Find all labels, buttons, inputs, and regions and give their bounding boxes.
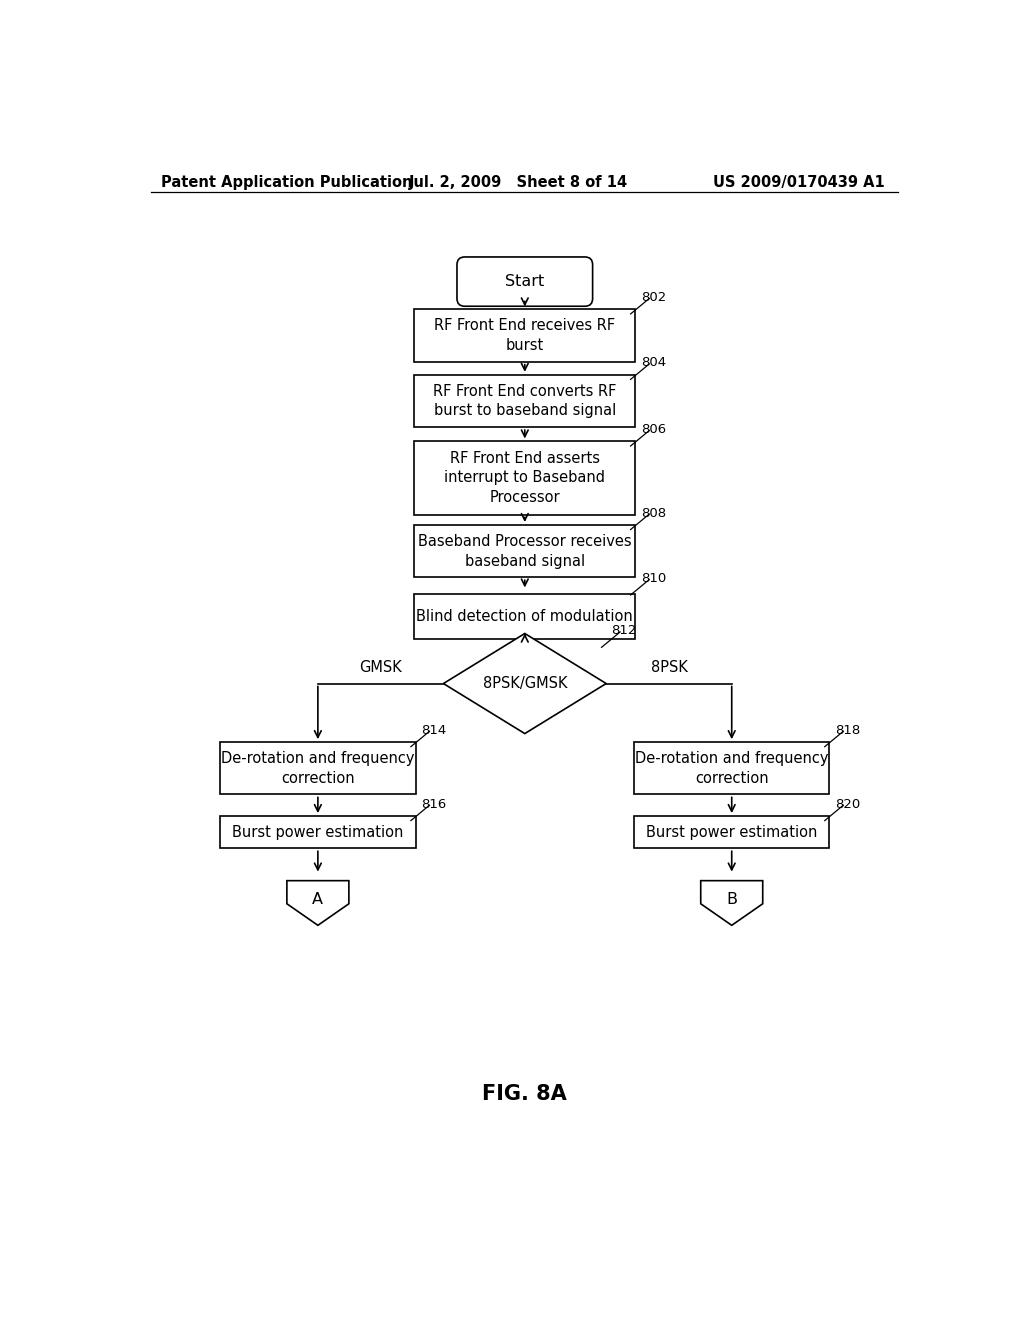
Text: GMSK: GMSK bbox=[359, 660, 402, 675]
Text: FIG. 8A: FIG. 8A bbox=[482, 1084, 567, 1104]
Text: Burst power estimation: Burst power estimation bbox=[646, 825, 817, 840]
Text: De-rotation and frequency
correction: De-rotation and frequency correction bbox=[635, 751, 828, 785]
Text: De-rotation and frequency
correction: De-rotation and frequency correction bbox=[221, 751, 415, 785]
Text: Blind detection of modulation: Blind detection of modulation bbox=[417, 609, 633, 624]
Text: 8PSK/GMSK: 8PSK/GMSK bbox=[482, 676, 567, 692]
Text: Jul. 2, 2009   Sheet 8 of 14: Jul. 2, 2009 Sheet 8 of 14 bbox=[409, 176, 628, 190]
Text: 806: 806 bbox=[641, 422, 666, 436]
Polygon shape bbox=[443, 634, 606, 734]
Polygon shape bbox=[287, 880, 349, 925]
Text: Patent Application Publication: Patent Application Publication bbox=[161, 176, 412, 190]
Text: 804: 804 bbox=[641, 356, 666, 370]
Text: 812: 812 bbox=[611, 624, 637, 638]
Text: 820: 820 bbox=[835, 797, 860, 810]
Bar bbox=[415, 525, 635, 577]
Text: Burst power estimation: Burst power estimation bbox=[232, 825, 403, 840]
Polygon shape bbox=[700, 880, 763, 925]
Text: Start: Start bbox=[505, 275, 545, 289]
Text: A: A bbox=[312, 891, 324, 907]
Text: US 2009/0170439 A1: US 2009/0170439 A1 bbox=[713, 176, 885, 190]
Text: B: B bbox=[726, 891, 737, 907]
Text: 814: 814 bbox=[421, 723, 446, 737]
FancyBboxPatch shape bbox=[457, 257, 593, 306]
Bar bbox=[415, 375, 635, 428]
Bar bbox=[415, 594, 635, 639]
Bar bbox=[220, 742, 416, 795]
Bar bbox=[634, 742, 829, 795]
Text: Baseband Processor receives
baseband signal: Baseband Processor receives baseband sig… bbox=[418, 533, 632, 569]
Text: 802: 802 bbox=[641, 290, 666, 304]
Bar bbox=[415, 309, 635, 362]
Text: 808: 808 bbox=[641, 507, 666, 520]
Bar bbox=[415, 441, 635, 515]
Text: 810: 810 bbox=[641, 572, 666, 585]
Bar bbox=[220, 816, 416, 849]
Text: RF Front End asserts
interrupt to Baseband
Processor: RF Front End asserts interrupt to Baseba… bbox=[444, 450, 605, 506]
Bar bbox=[634, 816, 829, 849]
Text: 818: 818 bbox=[835, 723, 860, 737]
Text: 8PSK: 8PSK bbox=[650, 660, 687, 675]
Text: RF Front End receives RF
burst: RF Front End receives RF burst bbox=[434, 318, 615, 352]
Text: 816: 816 bbox=[421, 797, 446, 810]
Text: RF Front End converts RF
burst to baseband signal: RF Front End converts RF burst to baseba… bbox=[433, 384, 616, 418]
